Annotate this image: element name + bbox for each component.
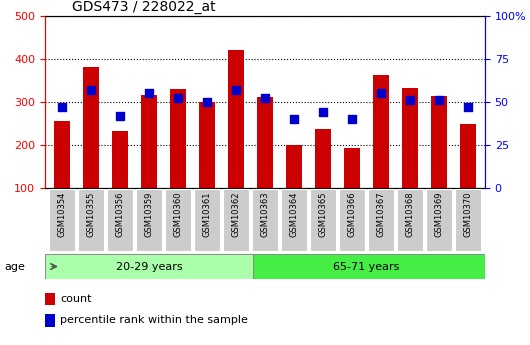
Bar — [344, 148, 360, 188]
Point — [348, 116, 356, 122]
Point — [58, 104, 67, 110]
FancyBboxPatch shape — [339, 189, 365, 250]
Bar — [460, 124, 475, 188]
Text: GSM10364: GSM10364 — [289, 192, 298, 237]
FancyBboxPatch shape — [165, 189, 191, 250]
Point — [261, 96, 269, 101]
Bar — [199, 102, 215, 188]
FancyBboxPatch shape — [281, 189, 307, 250]
Point — [203, 99, 211, 105]
Text: GSM10367: GSM10367 — [376, 192, 385, 237]
Bar — [373, 75, 388, 188]
Bar — [45, 254, 253, 279]
FancyBboxPatch shape — [396, 189, 423, 250]
Bar — [45, 293, 55, 306]
Point — [435, 97, 443, 103]
Point — [232, 87, 240, 92]
Text: percentile rank within the sample: percentile rank within the sample — [60, 315, 248, 325]
FancyBboxPatch shape — [107, 189, 134, 250]
Bar — [83, 67, 99, 188]
Bar — [431, 96, 447, 188]
Point — [463, 104, 472, 110]
Bar — [257, 97, 273, 188]
Bar — [228, 50, 244, 188]
Text: 20-29 years: 20-29 years — [116, 262, 182, 272]
FancyBboxPatch shape — [310, 189, 336, 250]
Bar — [286, 145, 302, 188]
Text: GSM10359: GSM10359 — [145, 192, 154, 237]
FancyBboxPatch shape — [368, 189, 394, 250]
Text: GSM10365: GSM10365 — [319, 192, 328, 237]
FancyBboxPatch shape — [223, 189, 249, 250]
FancyBboxPatch shape — [252, 189, 278, 250]
Point — [290, 116, 298, 122]
Text: GSM10362: GSM10362 — [232, 192, 241, 237]
Text: GSM10366: GSM10366 — [347, 192, 356, 237]
Text: GSM10368: GSM10368 — [405, 192, 414, 237]
FancyBboxPatch shape — [455, 189, 481, 250]
Bar — [315, 129, 331, 188]
Bar — [112, 131, 128, 188]
Text: GSM10355: GSM10355 — [87, 192, 96, 237]
Point — [116, 113, 125, 118]
Text: GSM10354: GSM10354 — [58, 192, 67, 237]
Point — [87, 87, 95, 92]
FancyBboxPatch shape — [194, 189, 220, 250]
Point — [319, 109, 327, 115]
Text: count: count — [60, 294, 91, 304]
Text: GSM10360: GSM10360 — [174, 192, 183, 237]
FancyBboxPatch shape — [49, 189, 75, 250]
FancyBboxPatch shape — [136, 189, 162, 250]
Text: age: age — [4, 262, 25, 272]
FancyBboxPatch shape — [78, 189, 104, 250]
Point — [376, 90, 385, 96]
Text: GSM10369: GSM10369 — [434, 192, 443, 237]
Bar — [142, 95, 157, 188]
FancyBboxPatch shape — [426, 189, 452, 250]
Text: GSM10361: GSM10361 — [202, 192, 211, 237]
Bar — [170, 89, 186, 188]
Bar — [402, 88, 418, 188]
Text: GSM10356: GSM10356 — [116, 192, 125, 237]
Point — [174, 96, 182, 101]
Bar — [45, 314, 55, 327]
Bar — [55, 121, 70, 188]
Text: GSM10363: GSM10363 — [261, 192, 269, 237]
Point — [405, 97, 414, 103]
Text: GSM10370: GSM10370 — [463, 192, 472, 237]
Text: GDS473 / 228022_at: GDS473 / 228022_at — [72, 0, 215, 14]
Point — [145, 90, 154, 96]
Text: 65-71 years: 65-71 years — [333, 262, 400, 272]
Bar — [253, 254, 502, 279]
